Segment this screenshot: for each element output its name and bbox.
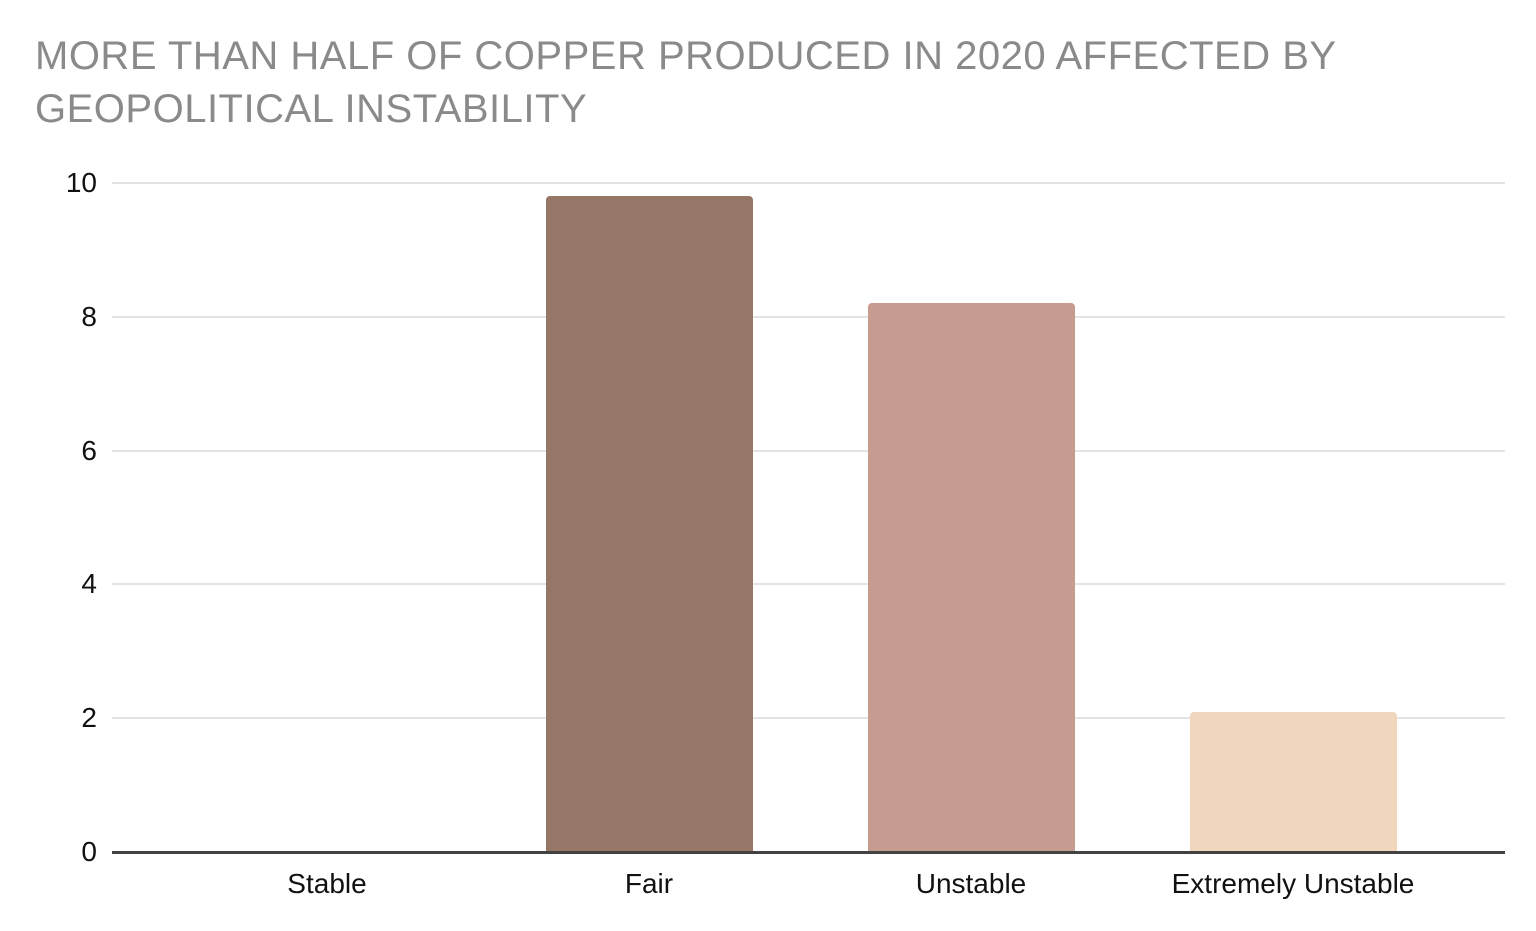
- y-axis-tick-label-0: 0: [81, 836, 97, 867]
- x-axis-label-stable: Stable: [287, 868, 367, 899]
- x-axis-label-unstable: Unstable: [915, 868, 1027, 899]
- x-axis-label-extremely-unstable: Extremely Unstable: [1171, 868, 1415, 899]
- bar-unstable: [867, 303, 1075, 852]
- y-axis-tick-label-2: 2: [81, 702, 97, 734]
- gridline-y-4: [112, 583, 1505, 586]
- x-axis-baseline: [112, 851, 1505, 854]
- gridline-y-2: [112, 717, 1505, 720]
- chart-title: MORE THAN HALF OF COPPER PRODUCED IN 202…: [35, 34, 1336, 131]
- y-axis-tick-label-4: 4: [81, 568, 97, 600]
- x-axis-label-fair: Fair: [624, 868, 674, 899]
- bar-extremely-unstable: [1189, 711, 1397, 852]
- y-axis-tick-label-6: 6: [81, 434, 97, 466]
- bar-fair: [545, 196, 753, 852]
- gridline-y-6: [112, 449, 1505, 452]
- gridline-y-10: [112, 182, 1505, 184]
- gridline-y-8: [112, 315, 1505, 318]
- y-axis-tick-label-8: 8: [81, 300, 97, 332]
- y-axis-tick-label-10: 10: [65, 167, 97, 198]
